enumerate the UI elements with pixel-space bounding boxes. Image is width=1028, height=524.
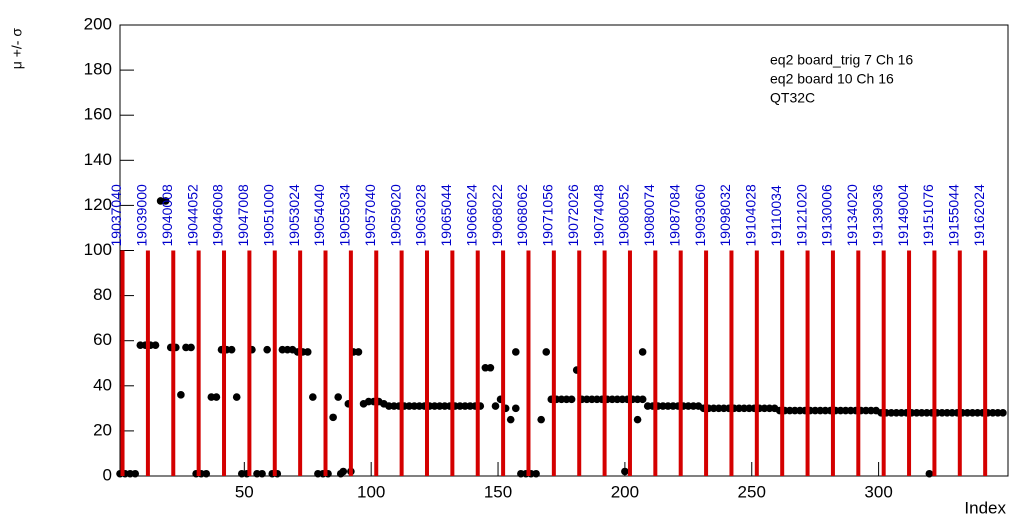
data-point xyxy=(336,469,345,478)
run-label: 19080074 xyxy=(641,184,657,247)
data-point xyxy=(303,348,312,356)
data-point xyxy=(161,197,170,205)
y-axis-label: μ +/- σ xyxy=(9,28,25,70)
legend-text: eq2 board_trig 7 Ch 16 xyxy=(770,52,913,68)
data-point xyxy=(925,469,934,478)
run-label: 19072026 xyxy=(565,184,581,247)
run-label: 19087084 xyxy=(666,184,682,247)
data-point xyxy=(638,395,647,404)
run-label: 19080052 xyxy=(616,184,632,247)
y-tick-label: 160 xyxy=(84,105,112,124)
y-tick-label: 0 xyxy=(103,465,112,484)
run-label: 19139036 xyxy=(869,184,885,247)
x-tick-label: 150 xyxy=(484,482,512,501)
data-point xyxy=(567,395,576,404)
y-tick-label: 20 xyxy=(93,420,112,439)
run-label: 19074048 xyxy=(590,184,606,247)
data-point xyxy=(537,415,545,424)
run-label: 19044052 xyxy=(184,184,200,247)
run-label: 19130006 xyxy=(819,184,835,247)
data-point xyxy=(263,345,271,354)
run-label: 19151076 xyxy=(920,184,936,247)
run-label: 19046008 xyxy=(210,184,226,247)
data-point xyxy=(212,393,221,401)
data-point xyxy=(506,415,515,424)
run-label: 19121020 xyxy=(793,184,809,247)
y-tick-label: 120 xyxy=(84,195,112,214)
run-label: 19040008 xyxy=(159,184,175,247)
y-tick-label: 180 xyxy=(84,60,112,79)
y-tick-label: 100 xyxy=(84,240,112,259)
run-label: 19104028 xyxy=(743,184,759,247)
legend-text: eq2 board 10 Ch 16 xyxy=(770,71,894,87)
data-point xyxy=(633,415,642,424)
data-point xyxy=(354,348,363,356)
run-label: 19098032 xyxy=(717,184,733,247)
run-label: 19037040 xyxy=(108,184,124,247)
data-point xyxy=(177,391,185,399)
data-point xyxy=(131,469,140,478)
data-point xyxy=(621,467,629,476)
run-label: 19053024 xyxy=(286,184,302,247)
data-point xyxy=(334,393,342,401)
y-tick-label: 40 xyxy=(93,375,112,394)
y-tick-label: 140 xyxy=(84,150,112,169)
data-point xyxy=(232,393,241,401)
run-label: 19071056 xyxy=(540,184,556,247)
run-label: 19162024 xyxy=(971,184,987,247)
data-point xyxy=(227,345,236,354)
x-tick-label: 200 xyxy=(611,482,639,501)
data-point xyxy=(258,469,266,478)
data-point xyxy=(491,402,500,410)
run-label: 19057040 xyxy=(362,184,378,247)
run-label: 19059020 xyxy=(387,184,403,247)
run-label: 19054040 xyxy=(311,184,327,247)
data-point xyxy=(542,348,551,356)
run-label: 19047008 xyxy=(235,184,251,247)
data-point xyxy=(151,341,160,350)
x-tick-label: 300 xyxy=(864,482,892,501)
run-label: 19066024 xyxy=(463,184,479,247)
run-label: 19110034 xyxy=(768,185,784,246)
run-label: 19051000 xyxy=(260,184,276,247)
x-tick-label: 250 xyxy=(738,482,766,501)
data-point xyxy=(187,343,195,352)
run-label: 19063028 xyxy=(413,184,429,247)
y-tick-label: 60 xyxy=(93,330,112,349)
run-label: 19134020 xyxy=(844,184,860,247)
run-label: 19149004 xyxy=(895,184,911,247)
data-point xyxy=(329,413,337,422)
run-label: 19155044 xyxy=(945,184,961,247)
data-point xyxy=(202,469,211,478)
run-label: 19065044 xyxy=(438,184,454,247)
run-label: 19039000 xyxy=(134,184,150,247)
y-tick-label: 80 xyxy=(93,285,112,304)
run-label: 19068022 xyxy=(489,184,505,247)
data-point xyxy=(486,363,495,372)
data-point xyxy=(638,348,647,356)
data-point xyxy=(999,409,1007,417)
run-label: 19055034 xyxy=(337,184,353,247)
x-axis-label: Index xyxy=(964,498,1006,517)
data-point xyxy=(532,469,540,478)
run-label: 19093060 xyxy=(692,184,708,247)
data-point xyxy=(511,348,520,356)
data-point xyxy=(511,404,520,413)
y-tick-label: 200 xyxy=(84,14,112,33)
run-label: 19068062 xyxy=(514,184,530,247)
x-tick-label: 50 xyxy=(235,482,254,501)
x-tick-label: 100 xyxy=(357,482,385,501)
data-point xyxy=(309,393,317,401)
legend-text: QT32C xyxy=(770,90,815,106)
